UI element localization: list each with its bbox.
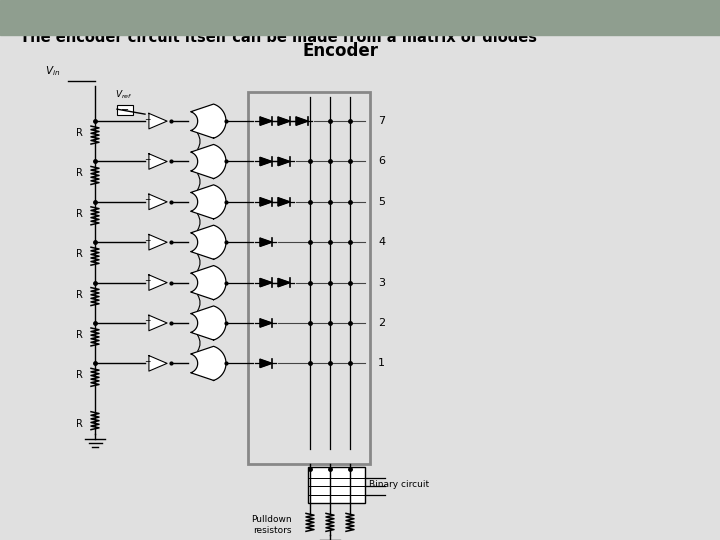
Polygon shape [278,157,290,166]
Polygon shape [149,113,167,129]
Polygon shape [260,117,272,125]
Text: $V_{ref}$: $V_{ref}$ [115,89,132,101]
Text: −: − [144,114,150,124]
Text: 3: 3 [378,278,385,288]
Polygon shape [260,238,272,246]
Text: −: − [144,236,150,245]
Text: R: R [76,289,83,300]
Polygon shape [191,185,226,219]
Polygon shape [191,306,226,340]
Polygon shape [149,234,167,250]
Text: Binary circuit: Binary circuit [369,481,429,489]
Text: 1: 1 [378,359,385,368]
Polygon shape [191,266,226,300]
Polygon shape [191,225,226,259]
Text: R: R [76,370,83,380]
Polygon shape [191,144,226,179]
Text: R: R [76,168,83,178]
Text: Pulldown
resistors: Pulldown resistors [251,515,292,535]
Polygon shape [149,194,167,210]
Bar [248,92,370,463]
Polygon shape [260,319,272,327]
Text: R: R [76,128,83,138]
Polygon shape [149,355,167,371]
Text: −: − [144,195,150,204]
Text: −: − [144,316,150,326]
Text: −: − [144,155,150,164]
Polygon shape [296,117,308,125]
Polygon shape [278,198,290,206]
Bar [308,467,365,503]
Text: 4: 4 [378,237,385,247]
Polygon shape [191,104,226,138]
Text: −: − [144,276,150,285]
Text: −: − [121,105,129,115]
Text: R: R [76,209,83,219]
Text: 6: 6 [378,157,385,166]
Text: 2: 2 [378,318,385,328]
Text: The encoder circuit itself can be made from a matrix of diodes: The encoder circuit itself can be made f… [20,30,537,45]
Polygon shape [191,346,226,380]
Polygon shape [278,117,290,125]
Text: Encoder: Encoder [302,42,378,60]
Polygon shape [260,157,272,166]
Polygon shape [149,315,167,331]
Text: R: R [76,330,83,340]
Bar [117,105,133,115]
Polygon shape [278,279,290,287]
Text: R: R [76,418,83,429]
Polygon shape [149,275,167,291]
Text: 5: 5 [378,197,385,207]
Polygon shape [149,154,167,169]
Text: 7: 7 [378,116,385,126]
Text: $V_{in}$: $V_{in}$ [45,64,60,78]
Text: R: R [76,249,83,259]
Polygon shape [260,198,272,206]
Text: −: − [144,357,150,366]
Polygon shape [260,359,272,368]
Polygon shape [260,279,272,287]
